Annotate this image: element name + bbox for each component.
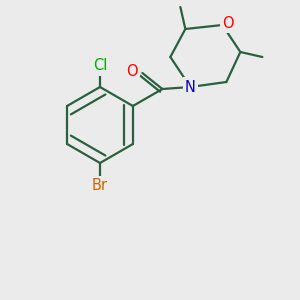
Text: O: O — [223, 16, 234, 31]
Text: N: N — [185, 80, 196, 94]
Text: O: O — [127, 64, 138, 79]
Text: Br: Br — [92, 178, 108, 194]
Text: Cl: Cl — [93, 58, 107, 74]
